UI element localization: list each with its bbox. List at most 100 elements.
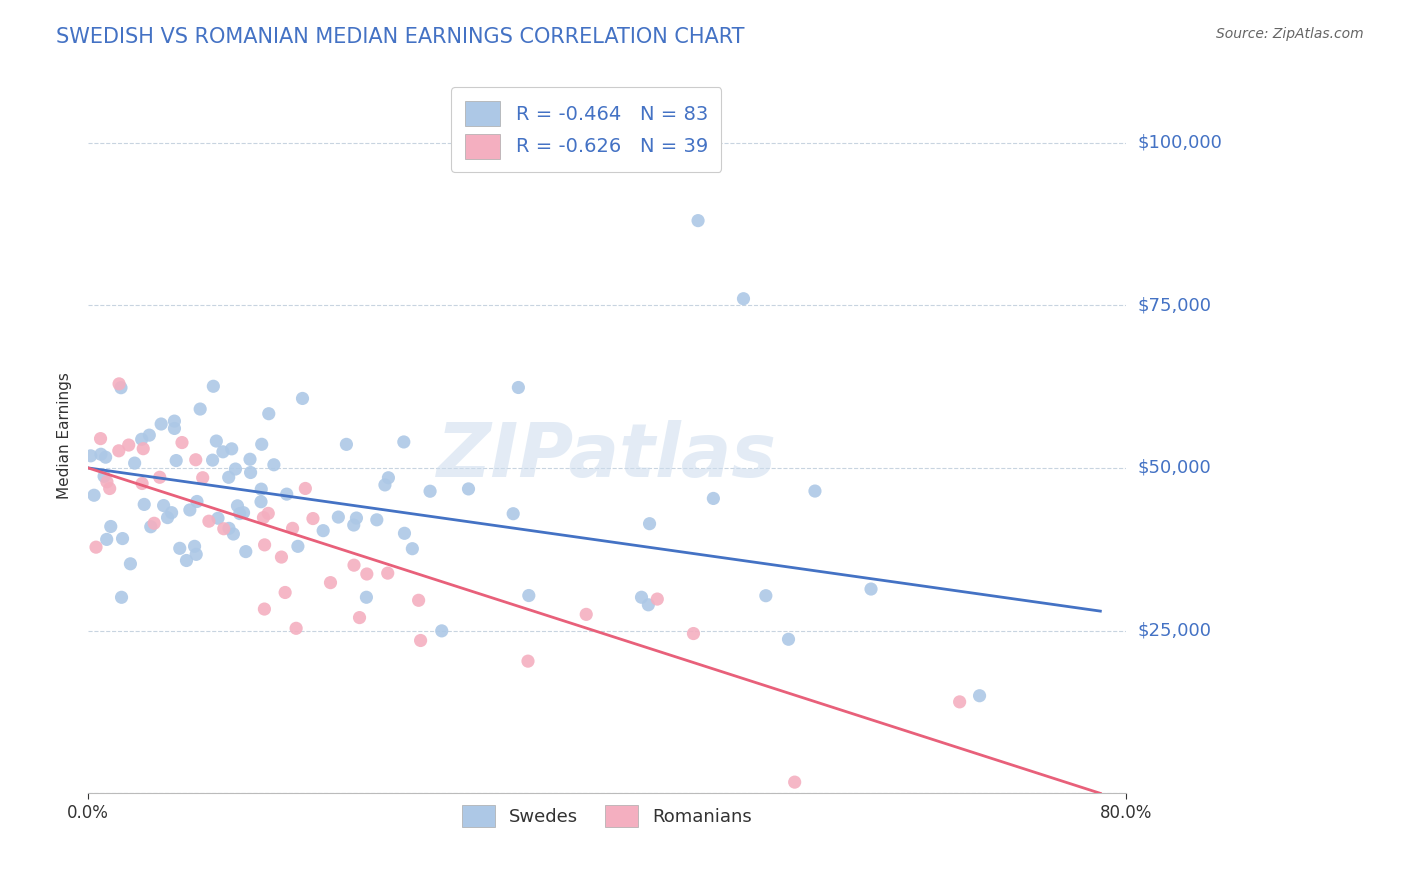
Point [224, 462, 246, 476]
Point [401, 541, 423, 556]
Point [134, 497, 156, 511]
Point [804, 484, 827, 499]
Point [94, 450, 117, 465]
Point [139, 520, 162, 534]
Point [90, 432, 112, 446]
Point [90, 447, 112, 461]
Point [218, 470, 240, 484]
Point [235, 544, 257, 558]
Point [93, 469, 115, 483]
Point [120, 557, 142, 571]
Point [83, 488, 105, 502]
Point [281, 521, 304, 535]
Point [124, 456, 146, 470]
Point [409, 633, 432, 648]
Point [630, 591, 652, 605]
Point [100, 519, 122, 533]
Point [160, 506, 183, 520]
Point [733, 292, 755, 306]
Point [374, 478, 396, 492]
Point [502, 507, 524, 521]
Point [156, 510, 179, 524]
Text: SWEDISH VS ROMANIAN MEDIAN EARNINGS CORRELATION CHART: SWEDISH VS ROMANIAN MEDIAN EARNINGS CORR… [56, 27, 745, 46]
Point [312, 524, 335, 538]
Point [349, 610, 371, 624]
Point [118, 438, 141, 452]
Point [108, 376, 131, 391]
Point [302, 511, 325, 525]
Point [205, 434, 228, 448]
Point [131, 476, 153, 491]
Point [274, 585, 297, 599]
Point [257, 507, 280, 521]
Text: $25,000: $25,000 [1137, 622, 1212, 640]
Point [638, 516, 661, 531]
Point [165, 453, 187, 467]
Point [645, 592, 668, 607]
Point [222, 527, 245, 541]
Text: $100,000: $100,000 [1137, 134, 1222, 152]
Point [84, 540, 107, 554]
Point [207, 511, 229, 525]
Point [107, 443, 129, 458]
Point [239, 466, 262, 480]
Point [110, 381, 132, 395]
Point [152, 499, 174, 513]
Point [191, 471, 214, 485]
Point [110, 591, 132, 605]
Point [263, 458, 285, 472]
Point [188, 402, 211, 417]
Point [778, 632, 800, 647]
Point [257, 407, 280, 421]
Point [176, 553, 198, 567]
Point [252, 510, 274, 524]
Point [394, 526, 416, 541]
Point [270, 550, 292, 565]
Point [702, 491, 724, 506]
Point [218, 521, 240, 535]
Text: $50,000: $50,000 [1137, 459, 1211, 477]
Point [575, 607, 598, 622]
Point [682, 626, 704, 640]
Point [229, 507, 252, 521]
Point [226, 499, 249, 513]
Text: ZIPatlas: ZIPatlas [437, 420, 778, 493]
Point [346, 511, 368, 525]
Point [183, 539, 205, 553]
Point [508, 380, 530, 394]
Point [949, 695, 972, 709]
Point [517, 589, 540, 603]
Point [149, 470, 172, 484]
Point [98, 482, 121, 496]
Point [287, 539, 309, 553]
Point [198, 514, 221, 528]
Point [221, 442, 243, 456]
Point [96, 475, 118, 489]
Point [419, 484, 441, 499]
Point [253, 602, 276, 616]
Point [250, 494, 273, 508]
Point [138, 428, 160, 442]
Point [969, 689, 991, 703]
Point [111, 532, 134, 546]
Point [783, 775, 806, 789]
Point [366, 513, 388, 527]
Point [356, 567, 378, 582]
Point [356, 591, 378, 605]
Point [131, 432, 153, 446]
Point [686, 213, 709, 227]
Point [294, 482, 316, 496]
Point [250, 437, 273, 451]
Point [253, 538, 276, 552]
Point [143, 516, 166, 531]
Point [291, 392, 314, 406]
Point [202, 379, 225, 393]
Point [179, 503, 201, 517]
Text: $75,000: $75,000 [1137, 296, 1212, 314]
Point [755, 589, 778, 603]
Point [184, 452, 207, 467]
Point [377, 471, 399, 485]
Text: Source: ZipAtlas.com: Source: ZipAtlas.com [1216, 27, 1364, 41]
Point [408, 593, 430, 607]
Point [637, 598, 659, 612]
